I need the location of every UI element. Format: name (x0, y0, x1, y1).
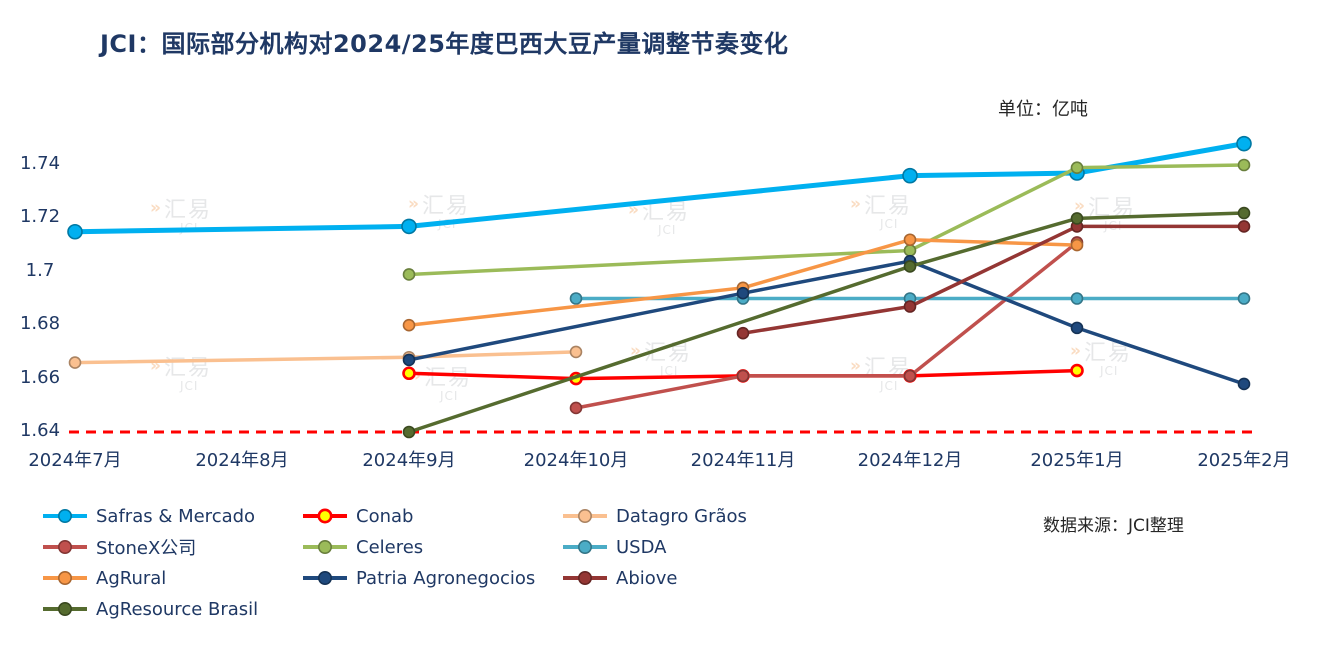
legend-item-usda: USDA (562, 536, 824, 558)
series-line-agresource-brasil (407, 211, 1246, 434)
legend-marker-patria-agronegocios (303, 571, 347, 585)
legend-marker-abiove (563, 571, 607, 585)
series-marker-abiove (903, 300, 917, 313)
x-axis-label: 2024年10月 (523, 450, 629, 471)
legend-item-agresource-brasil: AgResource Brasil (42, 598, 302, 620)
series-agresource-brasil (402, 206, 1251, 439)
series-agrural (402, 233, 1084, 332)
unit-label: 单位：亿吨 (998, 99, 1088, 120)
series-marker-safras-mercado (902, 167, 918, 184)
series-marker-patria-agronegocios (402, 353, 416, 367)
y-axis-label: 1.68 (19, 313, 61, 335)
legend-label: Patria Agronegocios (356, 567, 536, 589)
legend-item-datagro-gr-os: Datagro Grãos (562, 505, 824, 527)
legend-label: Datagro Grãos (616, 505, 747, 527)
series-marker-agresource-brasil (1070, 212, 1084, 225)
series-line-stonex (574, 240, 1079, 410)
x-axis-label: 2024年9月 (362, 450, 456, 471)
legend-marker-agrural (43, 571, 87, 585)
series-marker-agresource-brasil (1237, 206, 1251, 220)
series-marker-celeres (1070, 161, 1084, 174)
legend-item-agrural: AgRural (42, 567, 302, 589)
series-safras-mercado (67, 135, 1252, 240)
legend-marker-stonex (43, 540, 87, 554)
x-axis-label: 2024年8月 (195, 450, 289, 471)
x-axis-label: 2025年1月 (1030, 450, 1124, 471)
series-datagro-gr-os (68, 345, 583, 369)
y-axis-label: 1.64 (19, 420, 61, 441)
series-line-celeres (407, 163, 1246, 277)
series-line-datagro-gr-os (73, 350, 578, 365)
legend-marker-conab (303, 508, 347, 524)
series-patria-agronegocios (402, 254, 1251, 391)
legend-label: AgRural (96, 567, 167, 589)
series-marker-stonex (569, 401, 583, 415)
data-source-label: 数据来源：JCI整理 (1043, 516, 1184, 536)
series-line-patria-agronegocios (407, 259, 1246, 386)
series-marker-celeres (903, 244, 917, 257)
series-marker-agrural (402, 318, 416, 332)
series-marker-celeres (402, 268, 416, 281)
x-axis-label: 2025年2月 (1197, 450, 1291, 471)
x-axis-label: 2024年12月 (857, 450, 963, 471)
series-marker-patria-agronegocios (1070, 321, 1084, 335)
legend-item-conab: Conab (302, 505, 562, 527)
series-marker-datagro-gr-os (569, 345, 583, 359)
legend-marker-safras-mercado (43, 509, 87, 523)
series-marker-conab (1070, 363, 1084, 378)
legend: Safras & Mercado Conab Datagro Grãos StoneX… (42, 505, 824, 620)
series-marker-usda (1237, 292, 1251, 305)
y-axis-label: 1.7 (25, 259, 55, 281)
legend-label: AgResource Brasil (96, 598, 259, 620)
series-line-safras-mercado (72, 141, 1247, 235)
series-marker-patria-agronegocios (1237, 377, 1251, 391)
legend-item-abiove: Abiove (562, 567, 824, 589)
legend-marker-celeres (303, 540, 347, 554)
legend-marker-usda (563, 540, 607, 554)
legend-label: Abiove (616, 567, 678, 589)
legend-label: USDA (616, 536, 667, 558)
series-marker-abiove (736, 326, 750, 340)
series-marker-abiove (1237, 220, 1251, 233)
series-marker-safras-mercado (401, 218, 417, 235)
series-marker-celeres (1237, 158, 1251, 172)
legend-label: Conab (356, 505, 414, 527)
y-axis-label: 1.66 (19, 366, 61, 388)
series-celeres (402, 158, 1251, 281)
legend-marker-agresource-brasil (43, 602, 87, 616)
series-marker-safras-mercado (1236, 135, 1252, 152)
y-axis-label: 1.74 (19, 153, 61, 174)
chart-title: JCI：国际部分机构对2024/25年度巴西大豆产量调整节奏变化 (100, 30, 789, 58)
series-marker-usda (569, 292, 583, 305)
legend-label: StoneX公司 (96, 538, 197, 559)
legend-item-celeres: Celeres (302, 536, 562, 558)
legend-label: Celeres (356, 536, 424, 558)
x-axis-label: 2024年11月 (690, 450, 796, 471)
series-marker-agresource-brasil (402, 425, 416, 439)
legend-label: Safras & Mercado (96, 505, 256, 527)
series-marker-usda (1070, 292, 1084, 305)
x-axis-label: 2024年7月 (28, 450, 122, 471)
series-marker-agrural (1070, 238, 1084, 252)
legend-marker-datagro-gr-os (563, 509, 607, 523)
series-marker-datagro-gr-os (68, 356, 82, 369)
legend-item-stonex: StoneX公司 (42, 536, 302, 559)
series-marker-agresource-brasil (903, 260, 917, 273)
series-marker-conab (402, 366, 416, 381)
y-axis-label: 1.72 (19, 206, 61, 228)
legend-item-patria-agronegocios: Patria Agronegocios (302, 567, 562, 589)
series-line-abiove (741, 224, 1246, 335)
series-marker-agrural (903, 233, 917, 247)
series-marker-safras-mercado (67, 223, 83, 240)
legend-item-safras-mercado: Safras & Mercado (42, 505, 302, 527)
series-marker-stonex (903, 369, 917, 383)
series-marker-patria-agronegocios (736, 286, 750, 300)
series-marker-stonex (736, 369, 750, 383)
